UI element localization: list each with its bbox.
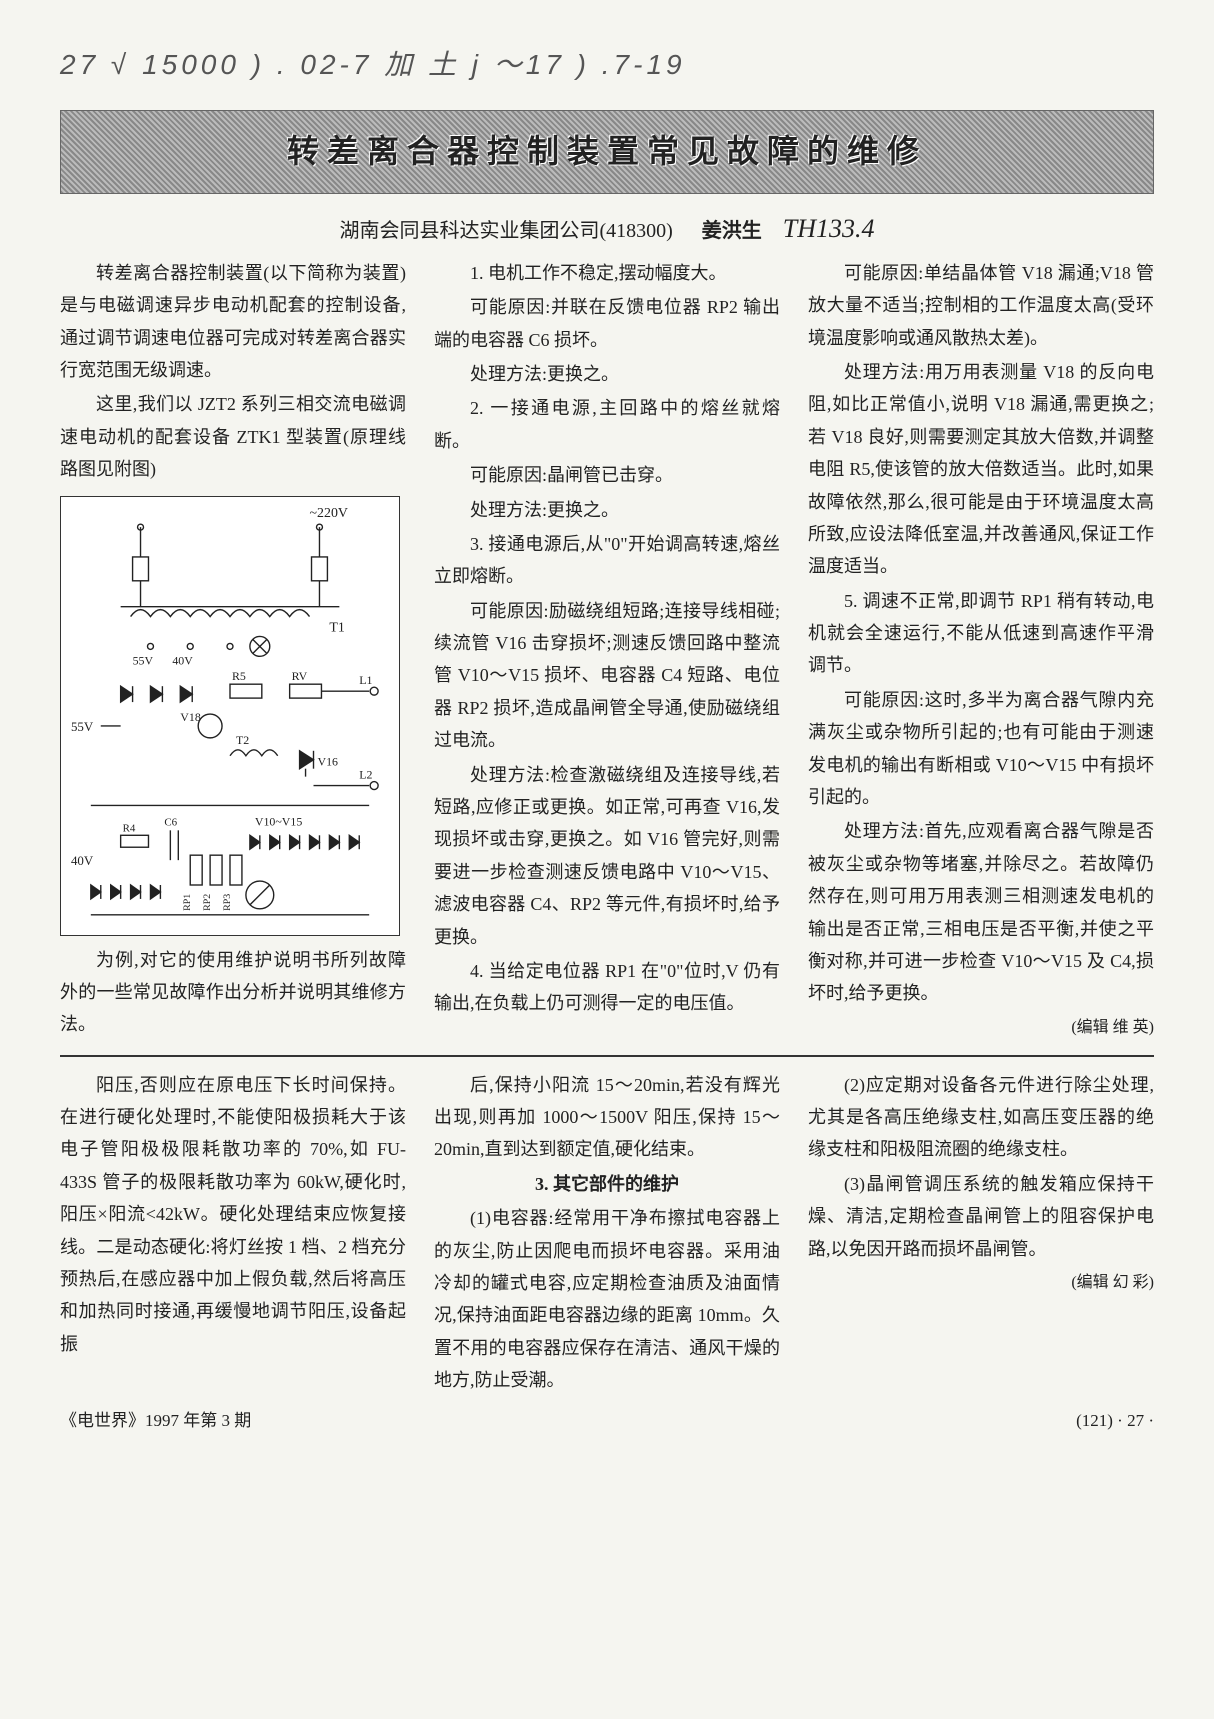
svg-text:R4: R4 [123, 822, 136, 834]
paragraph: 可能原因:单结晶体管 V18 漏通;V18 管放大量不适当;控制相的工作温度太高… [808, 257, 1154, 354]
circuit-diagram: ~220V T1 [60, 496, 400, 936]
article-columns: 转差离合器控制装置(以下简称为装置)是与电磁调速异步电动机配套的控制设备,通过调… [60, 257, 1154, 1397]
circuit-svg: ~220V T1 [61, 497, 399, 935]
paragraph: (2)应定期对设备各元件进行除尘处理,尤其是各高压绝缘支柱,如高压变压器的绝缘支… [808, 1069, 1154, 1166]
svg-text:L1: L1 [359, 673, 372, 687]
svg-text:V10~V15: V10~V15 [255, 814, 302, 828]
paragraph: 可能原因:励磁绕组短路;连接导线相碰;续流管 V16 击穿损坏;测速反馈回路中整… [434, 595, 780, 757]
paragraph: 可能原因:这时,多半为离合器气隙内充满灰尘或杂物所引起的;也有可能由于测速发电机… [808, 684, 1154, 814]
svg-text:T1: T1 [329, 620, 344, 635]
affiliation: 湖南会同县科达实业集团公司(418300) [339, 220, 672, 242]
paragraph: 可能原因:晶闸管已击穿。 [434, 459, 780, 491]
title-banner: 转差离合器控制装置常见故障的维修 [60, 110, 1154, 194]
editor-note: (编辑 维 英) [808, 1014, 1154, 1043]
svg-text:40V: 40V [172, 653, 193, 667]
editor-note: (编辑 幻 彩) [808, 1269, 1154, 1298]
paragraph: 可能原因:并联在反馈电位器 RP2 输出端的电容器 C6 损坏。 [434, 291, 780, 356]
paragraph: 处理方法:更换之。 [434, 494, 780, 526]
svg-text:55V: 55V [133, 653, 154, 667]
list-item: 5. 调速不正常,即调节 RP1 稍有转动,电机就会全速运行,不能从低速到高速作… [808, 585, 1154, 682]
article-divider [60, 1055, 1154, 1057]
svg-text:C6: C6 [164, 816, 177, 828]
author-name: 姜洪生 [702, 220, 762, 242]
svg-text:RP1: RP1 [182, 893, 193, 910]
list-item: 1. 电机工作不稳定,摆动幅度大。 [434, 257, 780, 289]
handwritten-annotation: 27 √ 15000 ) . 02-7 加 土 j ～17 ) .7-19 [60, 40, 1154, 90]
svg-text:RP2: RP2 [202, 893, 213, 910]
paragraph: 处理方法:检查激磁绕组及连接导线,若短路,应修正或更换。如正常,可再查 V16,… [434, 759, 780, 953]
paragraph: 处理方法:首先,应观看离合器气隙是否被灰尘或杂物等堵塞,并除尽之。若故障仍然存在… [808, 815, 1154, 1009]
paragraph: 处理方法:更换之。 [434, 358, 780, 390]
svg-text:V16: V16 [317, 754, 338, 768]
paragraph: 转差离合器控制装置(以下简称为装置)是与电磁调速异步电动机配套的控制设备,通过调… [60, 257, 406, 387]
paragraph: 阳压,否则应在原电压下长时间保持。在进行硬化处理时,不能使阳极损耗大于该电子管阳… [60, 1069, 406, 1361]
svg-text:55V: 55V [71, 718, 94, 733]
paragraph: 处理方法:用万用表测量 V18 的反向电阻,如比正常值小,说明 V18 漏通,需… [808, 356, 1154, 583]
list-item: 3. 接通电源后,从"0"开始调高转速,熔丝立即熔断。 [434, 528, 780, 593]
byline: 湖南会同县科达实业集团公司(418300) 姜洪生 TH133.4 [60, 206, 1154, 253]
svg-text:T2: T2 [236, 732, 249, 746]
page-footer: 《电世界》1997 年第 3 期 (121) · 27 · [60, 1406, 1154, 1437]
svg-text:RV: RV [292, 669, 308, 683]
paragraph: 后,保持小阳流 15～20min,若没有辉光出现,则再加 1000～1500V … [434, 1069, 780, 1166]
svg-text:V18: V18 [180, 709, 201, 723]
paragraph: (3)晶闸管调压系统的触发箱应保持干燥、清洁,定期检查晶闸管上的阻容保护电路,以… [808, 1168, 1154, 1265]
svg-text:L2: L2 [359, 767, 372, 781]
svg-text:40V: 40V [71, 853, 94, 868]
page-number: (121) · 27 · [1076, 1406, 1154, 1437]
paragraph: 这里,我们以 JZT2 系列三相交流电磁调速电动机的配套设备 ZTK1 型装置(… [60, 388, 406, 485]
list-item: 2. 一接通电源,主回路中的熔丝就熔断。 [434, 392, 780, 457]
article-title: 转差离合器控制装置常见故障的维修 [73, 123, 1141, 181]
svg-text:R5: R5 [232, 669, 246, 683]
list-item: 4. 当给定电位器 RP1 在"0"位时,V 仍有输出,在负载上仍可测得一定的电… [434, 955, 780, 1020]
journal-issue: 《电世界》1997 年第 3 期 [60, 1406, 251, 1437]
classification-code: TH133.4 [783, 214, 875, 243]
svg-text:~220V: ~220V [310, 506, 348, 521]
svg-text:RP3: RP3 [222, 893, 233, 910]
paragraph: (1)电容器:经常用干净布擦拭电容器上的灰尘,防止因爬电而损坏电容器。采用油冷却… [434, 1202, 780, 1396]
section-heading: 3. 其它部件的维护 [434, 1168, 780, 1200]
main-content: 转差离合器控制装置(以下简称为装置)是与电磁调速异步电动机配套的控制设备,通过调… [60, 257, 1154, 1437]
